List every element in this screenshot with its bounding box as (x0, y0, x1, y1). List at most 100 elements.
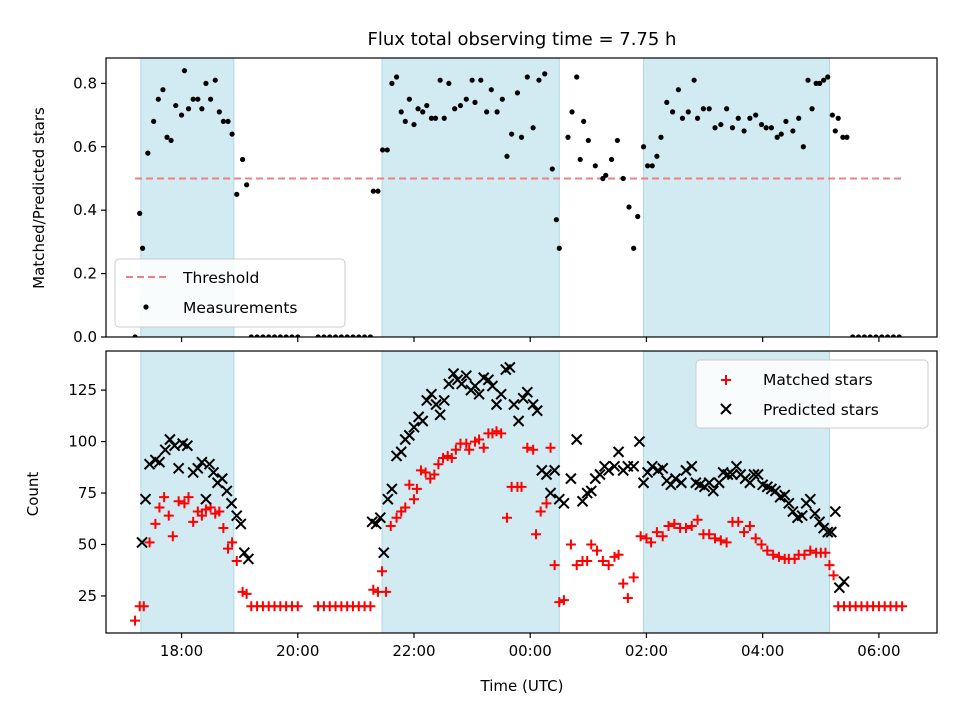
data-point-top-s1-18 (208, 96, 214, 102)
data-point-bottom-s1-52 (400, 502, 411, 513)
data-point-bottom-s1-7 (159, 492, 170, 503)
axes-frame-bottom (105, 350, 938, 634)
data-point-top-s1-38 (327, 334, 333, 337)
data-point-bottom-s1-116 (721, 537, 732, 548)
data-point-bottom-s2-88 (646, 460, 658, 472)
data-point-top-s1-80 (536, 77, 542, 83)
data-point-bottom-s2-31 (386, 483, 398, 495)
data-point-bottom-s1-11 (179, 498, 190, 509)
data-point-top-s1-13 (185, 106, 192, 112)
lower-panel: 25 50 75 100 125 18:00 20:00 22:00 00:00 02:00 04:… (68, 350, 938, 660)
data-point-top-s1-72 (494, 109, 500, 115)
data-point-bottom-s1-22 (227, 537, 238, 548)
data-point-top-s1-49 (384, 147, 390, 153)
data-point-bottom-s2-129 (829, 505, 842, 518)
x-tick-label-3: 22:00 (392, 642, 435, 660)
data-point-bottom-s2-124 (809, 507, 821, 520)
data-point-bottom-s2-81 (612, 446, 625, 458)
data-point-bottom-s2-63 (527, 398, 539, 411)
data-point-bottom-s2-22 (231, 509, 243, 522)
data-point-bottom-s1-115 (715, 535, 726, 546)
data-point-top-s1-27 (248, 334, 254, 337)
data-point-top-s1-79 (530, 125, 536, 131)
data-point-top-s1-41 (344, 334, 350, 337)
data-point-top-s1-140 (840, 134, 846, 140)
data-point-bottom-s1-114 (710, 533, 721, 544)
data-point-top-s1-19 (212, 77, 218, 83)
data-point-top-s1-91 (592, 163, 598, 169)
data-point-bottom-s1-125 (773, 551, 784, 562)
data-point-top-s1-123 (763, 125, 769, 131)
data-point-top-s1-12 (181, 68, 188, 74)
data-point-top-s1-55 (411, 121, 417, 128)
data-point-top-s1-145 (867, 334, 873, 337)
legend-matched-swatch (721, 375, 731, 385)
data-point-bottom-s1-87 (558, 595, 569, 606)
data-point-bottom-s1-123 (762, 545, 773, 556)
data-point-bottom-s2-7 (164, 433, 176, 446)
data-point-top-s1-43 (356, 334, 362, 337)
data-point-top-s1-139 (835, 115, 841, 121)
data-point-top-s1-107 (675, 87, 682, 93)
data-point-top-s1-37 (321, 334, 327, 337)
data-point-bottom-s2-36 (408, 421, 420, 433)
data-point-bottom-s1-45 (368, 584, 379, 595)
data-point-bottom-s2-16 (203, 458, 216, 470)
data-point-bottom-s2-51 (473, 388, 485, 400)
data-point-top-s1-36 (315, 334, 321, 337)
plot-area-top (132, 68, 903, 337)
data-point-bottom-s1-130 (799, 549, 810, 560)
data-point-bottom-s2-45 (447, 367, 460, 380)
data-point-bottom-s1-100 (628, 572, 639, 583)
data-point-top-s1-148 (885, 334, 891, 337)
data-point-bottom-s2-13 (192, 462, 204, 475)
data-point-top-s1-26 (244, 182, 250, 188)
data-point-bottom-s1-16 (200, 504, 211, 515)
data-point-bottom-s1-134 (820, 547, 831, 558)
data-point-top-s1-97 (626, 204, 632, 210)
data-point-top-s1-102 (649, 163, 655, 169)
data-point-bottom-s1-118 (733, 516, 744, 527)
data-point-bottom-s1-13 (188, 516, 199, 527)
data-point-bottom-s2-87 (641, 466, 654, 479)
data-point-top-s1-17 (203, 80, 209, 86)
data-point-top-s1-44 (361, 334, 368, 337)
data-point-bottom-s1-91 (582, 555, 593, 566)
data-point-top-s1-15 (195, 96, 201, 102)
data-point-bottom-s2-42 (434, 409, 446, 421)
shaded-interval-top-2 (381, 57, 560, 338)
data-point-bottom-s1-1 (130, 615, 141, 626)
data-point-top-s1-34 (289, 334, 295, 337)
data-point-bottom-s1-54 (408, 494, 419, 505)
data-point-bottom-s1-94 (597, 555, 608, 566)
data-point-bottom-s1-105 (657, 531, 668, 542)
data-point-top-s1-131 (805, 77, 811, 83)
data-point-top-s1-70 (484, 109, 490, 115)
data-point-top-s1-85 (565, 134, 571, 140)
data-point-bottom-s1-79 (522, 442, 533, 453)
data-point-bottom-s1-44 (365, 601, 376, 612)
data-point-top-s1-101 (645, 163, 651, 169)
data-point-top-s1-95 (614, 137, 620, 144)
data-point-top-s1-77 (518, 134, 525, 140)
data-point-top-s1-46 (370, 188, 376, 194)
data-point-top-s1-132 (809, 106, 815, 112)
data-point-bottom-s2-70 (558, 497, 570, 510)
axes-frame-top (105, 57, 938, 338)
data-point-top-s1-124 (768, 125, 774, 131)
data-point-top-s1-73 (499, 96, 505, 102)
data-point-bottom-s2-9 (172, 462, 185, 475)
data-point-top-s1-94 (608, 156, 615, 163)
data-point-bottom-s1-131 (805, 545, 816, 556)
legend-measurements-label: Measurements (183, 299, 298, 317)
data-point-top-s1-1 (132, 334, 138, 337)
data-point-top-s1-103 (654, 153, 660, 159)
data-point-top-s1-21 (220, 118, 226, 125)
data-point-bottom-s1-6 (154, 502, 165, 513)
data-point-bottom-s1-69 (474, 434, 485, 445)
data-point-top-s1-47 (375, 188, 381, 194)
data-point-top-s1-42 (350, 334, 356, 337)
data-point-bottom-s1-89 (571, 560, 582, 571)
data-point-bottom-s1-73 (491, 426, 502, 437)
